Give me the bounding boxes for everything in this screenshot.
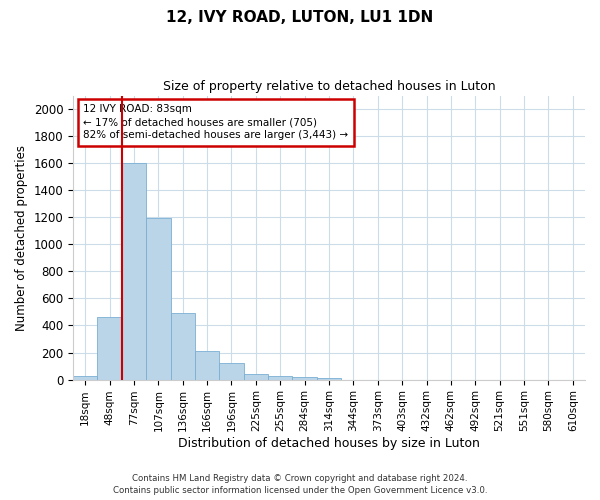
Bar [244,374,268,380]
Title: Size of property relative to detached houses in Luton: Size of property relative to detached ho… [163,80,496,93]
X-axis label: Distribution of detached houses by size in Luton: Distribution of detached houses by size … [178,437,480,450]
Text: 12 IVY ROAD: 83sqm
← 17% of detached houses are smaller (705)
82% of semi-detach: 12 IVY ROAD: 83sqm ← 17% of detached hou… [83,104,349,141]
Text: Contains HM Land Registry data © Crown copyright and database right 2024.
Contai: Contains HM Land Registry data © Crown c… [113,474,487,495]
Bar [73,376,97,380]
Y-axis label: Number of detached properties: Number of detached properties [15,144,28,330]
Bar [170,314,195,380]
Bar [220,362,244,380]
Text: 12, IVY ROAD, LUTON, LU1 1DN: 12, IVY ROAD, LUTON, LU1 1DN [166,10,434,25]
Bar [97,318,122,380]
Bar [195,351,220,380]
Bar [146,218,170,380]
Bar [317,378,341,380]
Bar [122,163,146,380]
Bar [292,378,317,380]
Bar [268,376,292,380]
